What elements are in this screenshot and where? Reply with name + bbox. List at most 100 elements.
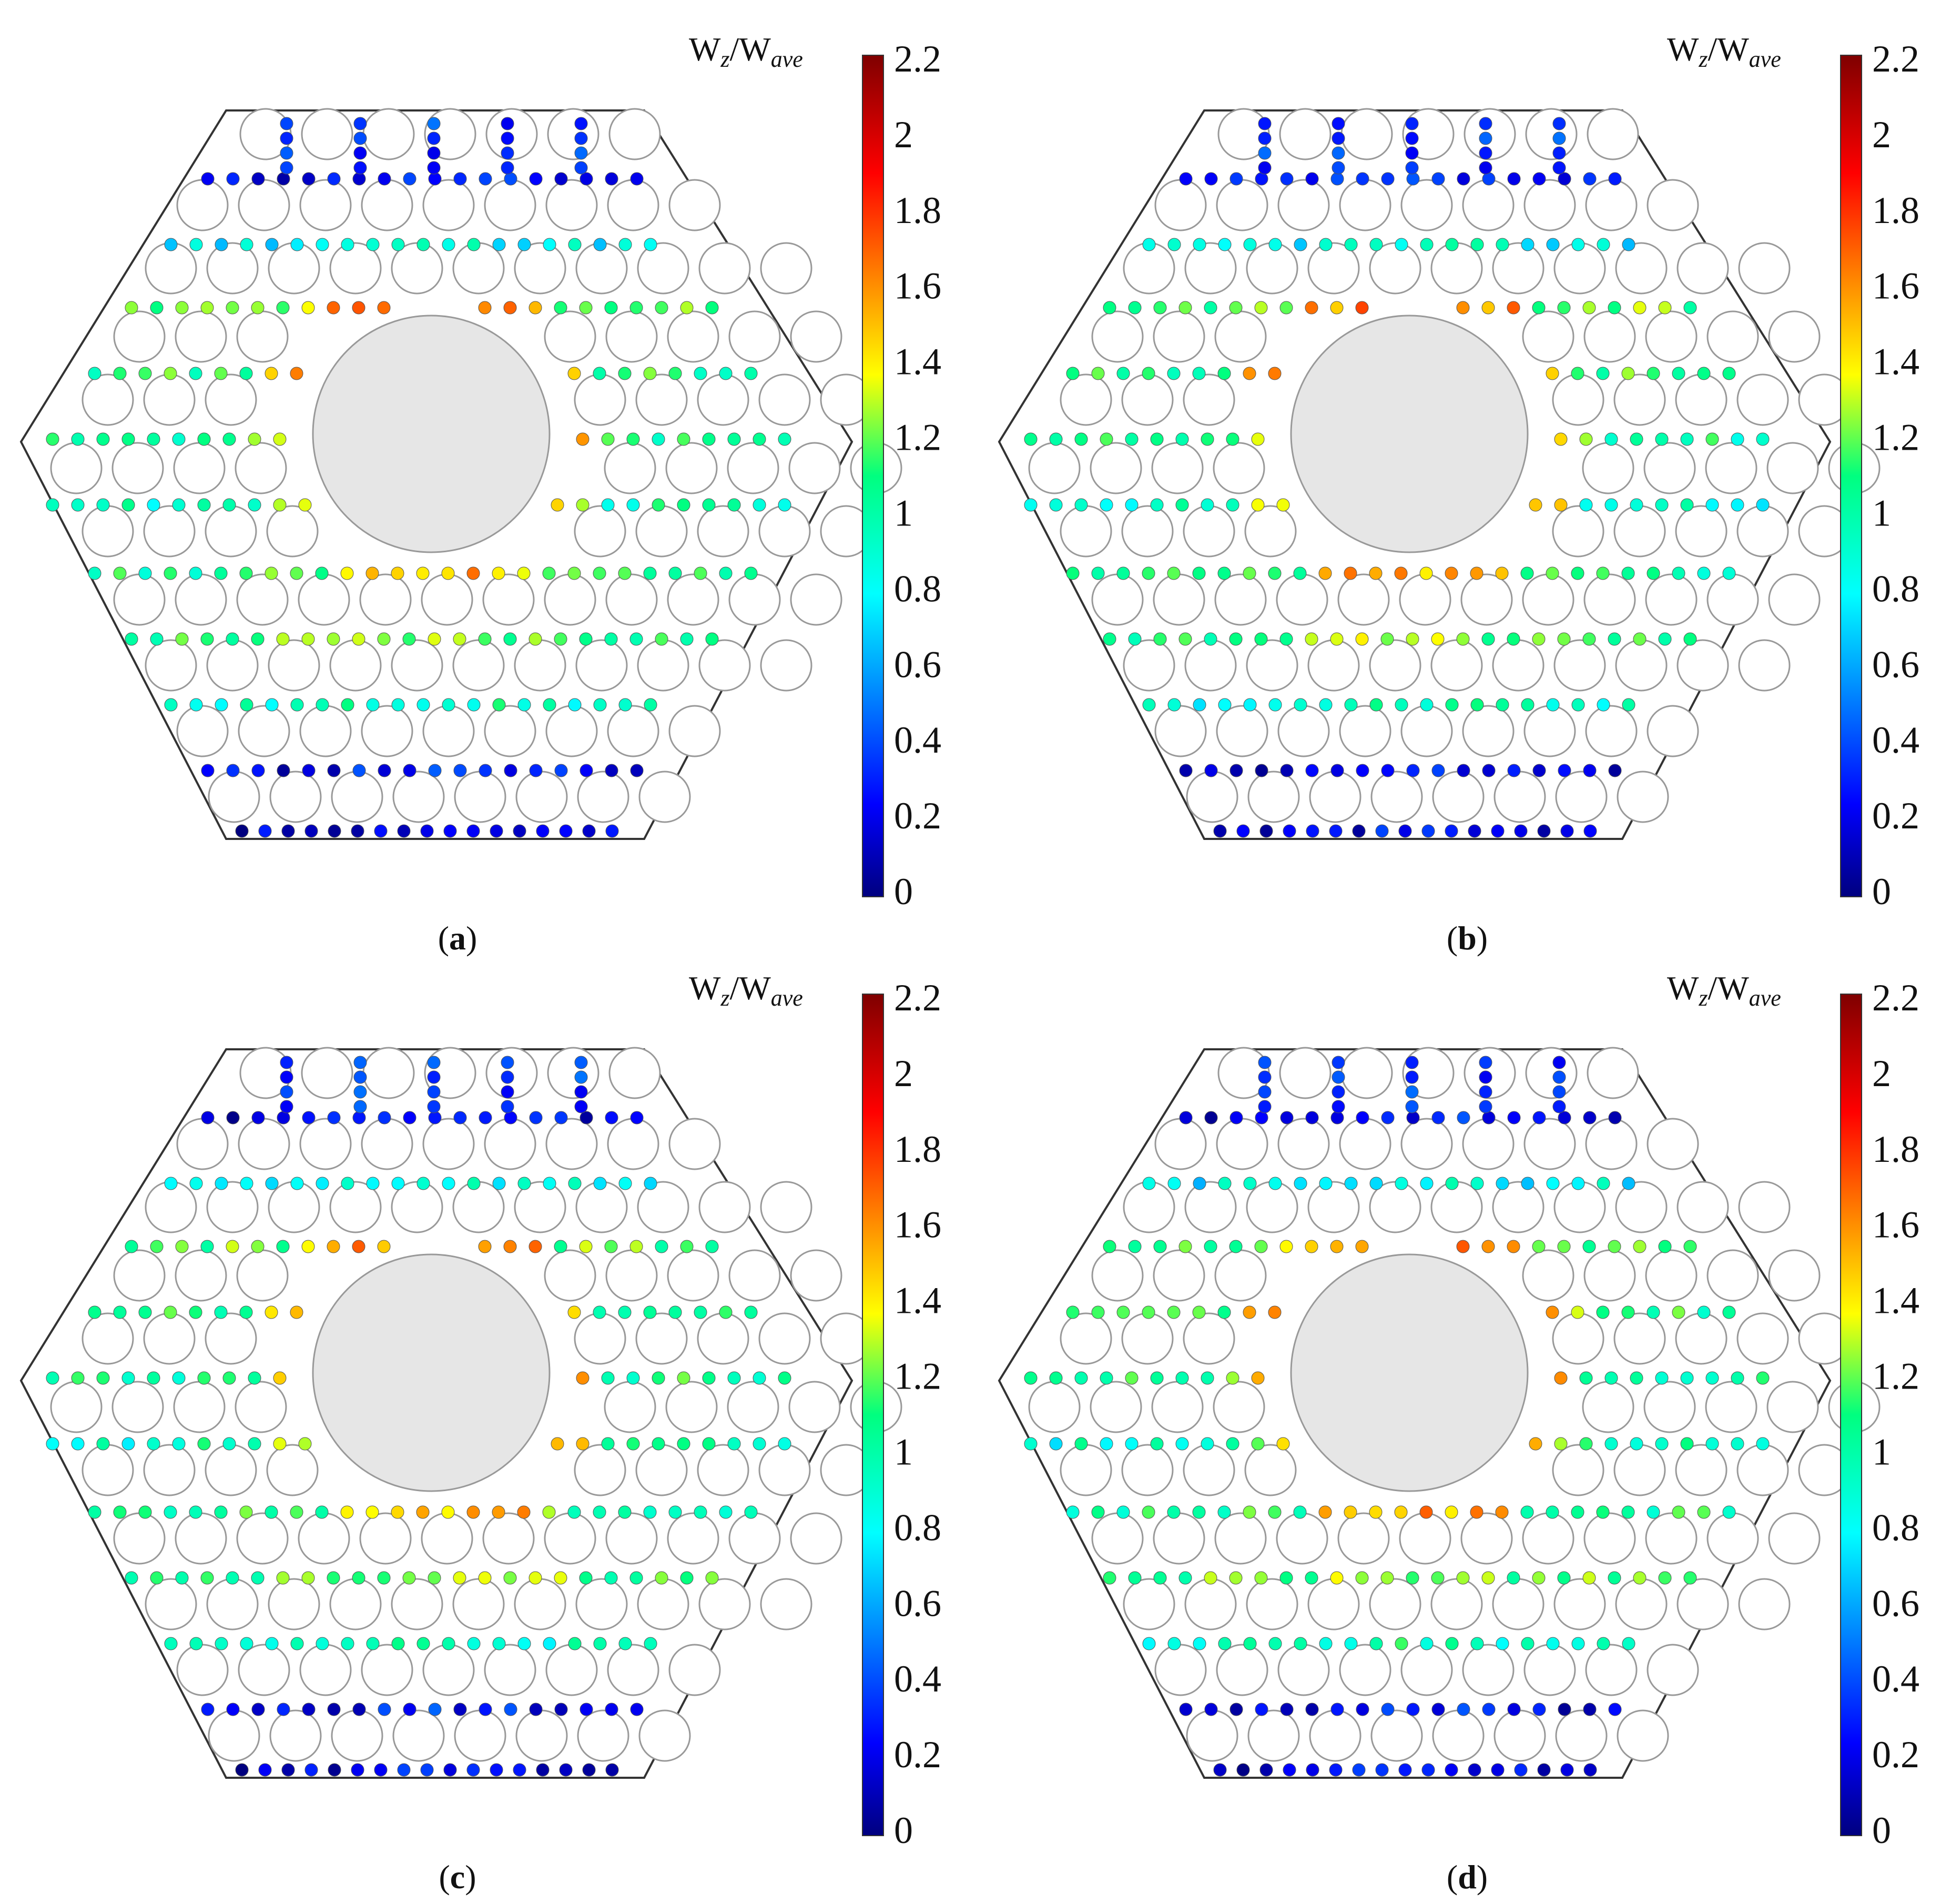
measurement-point: [1091, 367, 1105, 380]
measurement-point: [1557, 1240, 1571, 1253]
measurement-point: [427, 1070, 441, 1084]
fuel-rod: [697, 373, 749, 426]
fuel-rod: [1307, 639, 1360, 692]
measurement-point: [265, 1177, 279, 1190]
measurement-point: [466, 1763, 480, 1777]
measurement-point: [1201, 432, 1214, 446]
fuel-rod: [1522, 1512, 1574, 1565]
measurement-point: [618, 1505, 632, 1519]
measurement-point: [1280, 172, 1294, 186]
measurement-point: [302, 764, 316, 777]
measurement-point: [1213, 824, 1227, 838]
measurement-point: [601, 1371, 615, 1385]
central-tube: [312, 1253, 551, 1492]
measurement-point: [201, 1111, 215, 1125]
measurement-point: [226, 1240, 239, 1253]
measurement-point: [554, 1571, 567, 1585]
fuel-rod: [111, 442, 164, 494]
measurement-point: [1381, 172, 1395, 186]
fuel-rod: [1525, 1047, 1578, 1099]
measurement-point: [1557, 301, 1571, 315]
fuel-rod: [1339, 179, 1391, 231]
measurement-point: [1268, 1505, 1282, 1519]
measurement-point: [1507, 1703, 1521, 1716]
measurement-point: [1658, 1240, 1672, 1253]
measurement-point: [574, 1100, 588, 1113]
measurement-point: [280, 161, 293, 175]
central-tube: [1290, 1253, 1529, 1492]
fuel-rod: [1028, 1381, 1081, 1433]
measurement-point: [1318, 566, 1332, 580]
measurement-point: [1167, 367, 1181, 380]
measurement-point: [492, 1505, 505, 1519]
fuel-rod: [1060, 373, 1112, 426]
colorbar-tick-label: 0: [1872, 870, 1891, 913]
measurement-point: [226, 764, 240, 777]
measurement-point: [568, 1637, 582, 1650]
measurement-point: [1571, 566, 1584, 580]
measurement-point: [1445, 1505, 1458, 1519]
fuel-rod: [1552, 373, 1604, 426]
measurement-point: [542, 1505, 556, 1519]
measurement-point: [1330, 1571, 1344, 1585]
measurement-point: [164, 1637, 178, 1650]
measurement-point: [1683, 632, 1697, 646]
measurement-point: [352, 1111, 366, 1125]
fuel-rod: [1340, 108, 1393, 160]
fuel-rod: [1216, 179, 1268, 231]
fuel-rod: [1430, 639, 1483, 692]
measurement-point: [351, 824, 364, 838]
fuel-rod: [238, 1644, 290, 1696]
measurement-point: [1329, 1763, 1343, 1777]
central-tube: [1290, 315, 1529, 553]
measurement-point: [467, 238, 481, 251]
fuel-rod: [1460, 1512, 1513, 1565]
fuel-rod: [1613, 1444, 1666, 1496]
measurement-point: [442, 1177, 455, 1190]
measurement-point: [705, 301, 719, 315]
measurement-point: [113, 1305, 127, 1319]
fuel-rod: [1214, 573, 1267, 626]
measurement-point: [1532, 632, 1546, 646]
measurement-point: [1193, 698, 1206, 712]
measurement-point: [1332, 1100, 1345, 1113]
measurement-point: [580, 172, 593, 186]
measurement-point: [543, 698, 556, 712]
fuel-rod: [515, 771, 568, 823]
measurement-point: [1560, 1763, 1574, 1777]
measurement-point: [1254, 632, 1268, 646]
measurement-point: [1179, 172, 1193, 186]
measurement-point: [567, 1305, 581, 1319]
measurement-point: [1213, 1763, 1227, 1777]
fuel-rod: [1736, 505, 1789, 558]
fuel-rod: [269, 1709, 322, 1762]
colorbar-tick-label: 1: [894, 492, 913, 534]
measurement-point: [1167, 238, 1181, 251]
fuel-rod: [635, 505, 688, 558]
measurement-point: [1142, 238, 1156, 251]
measurement-point: [427, 131, 441, 145]
measurement-point: [744, 367, 758, 380]
fuel-rod: [514, 1578, 566, 1630]
measurement-point: [1066, 367, 1080, 380]
measurement-point: [1201, 1371, 1214, 1385]
measurement-point: [601, 432, 615, 446]
measurement-point: [138, 1505, 152, 1519]
measurement-point: [1100, 498, 1113, 512]
measurement-point: [1369, 1637, 1383, 1650]
measurement-point: [1381, 764, 1395, 777]
measurement-point: [629, 1240, 643, 1253]
measurement-point: [1457, 1111, 1470, 1125]
measurement-point: [442, 238, 455, 251]
measurement-point: [397, 1763, 411, 1777]
measurement-point: [576, 1437, 590, 1451]
fuel-rod: [301, 108, 353, 160]
measurement-point: [1622, 238, 1635, 251]
measurement-point: [365, 1505, 379, 1519]
measurement-point: [1305, 764, 1319, 777]
measurement-point: [1142, 1177, 1156, 1190]
measurement-point: [1521, 698, 1535, 712]
fuel-rod: [1552, 505, 1604, 558]
fuel-rod: [359, 1512, 412, 1565]
fuel-rod: [668, 179, 721, 231]
